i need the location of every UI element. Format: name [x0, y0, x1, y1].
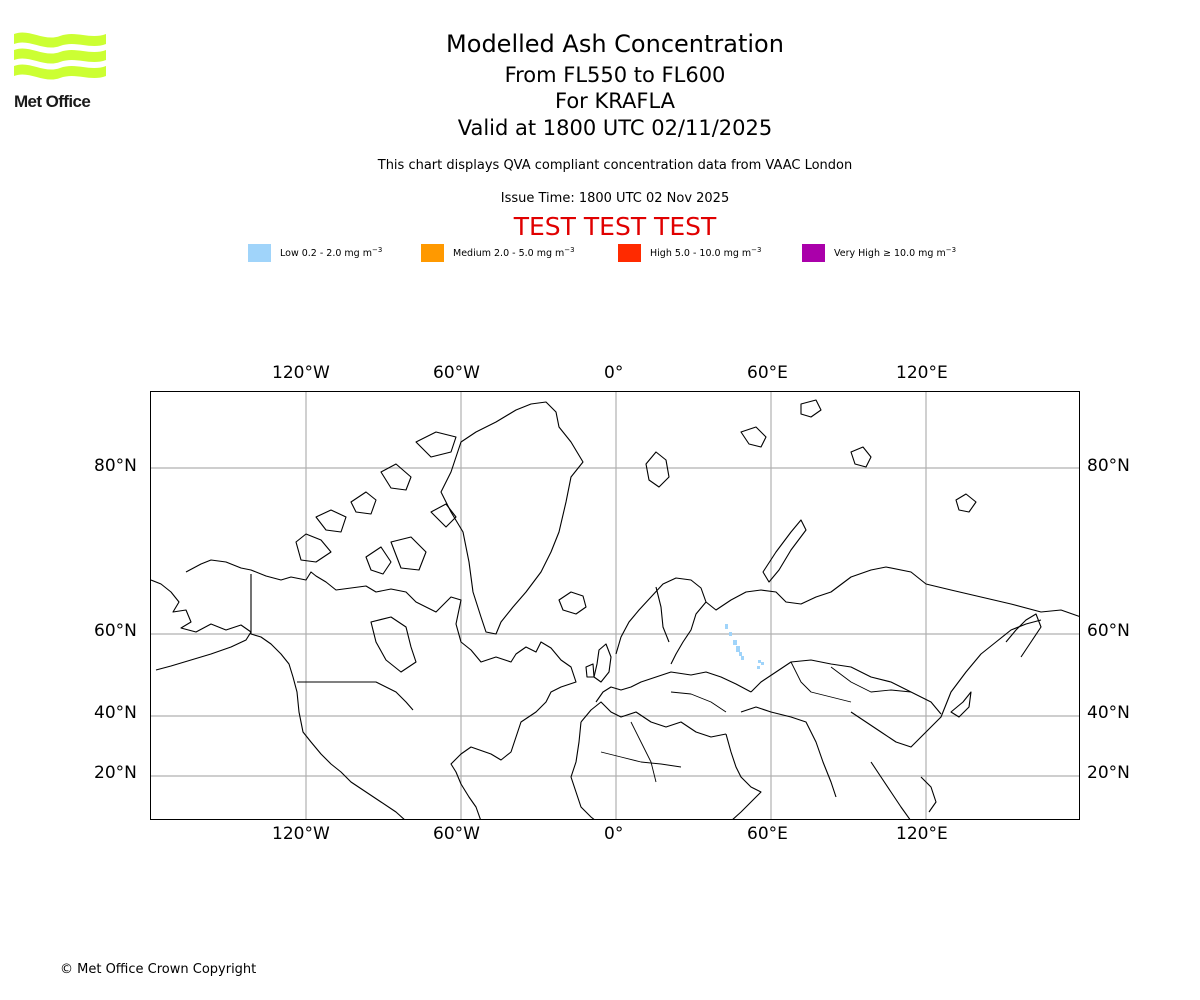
lon-label-bottom-120e: 120°E [896, 824, 948, 844]
legend-label-low: Low 0.2 - 2.0 mg m−3 [280, 246, 383, 260]
lon-label-bottom-120w: 120°W [272, 824, 330, 844]
legend-label-very-high: Very High ≥ 10.0 mg m−3 [834, 246, 957, 260]
valid-time: Valid at 1800 UTC 02/11/2025 [457, 116, 773, 140]
map-frame[interactable] [150, 391, 1080, 820]
lon-label-top-120e: 120°E [896, 363, 948, 383]
legend-swatch-medium [421, 244, 444, 262]
chart-title: Modelled Ash Concentration [446, 30, 784, 58]
copyright: © Met Office Crown Copyright [60, 962, 257, 977]
lat-label-left-60n: 60°N [94, 621, 137, 641]
lon-label-top-60w: 60°W [433, 363, 480, 383]
description: This chart displays QVA compliant concen… [377, 158, 853, 173]
logo-text: Met Office [14, 92, 91, 111]
gridlines [151, 392, 1079, 819]
lat-label-left-20n: 20°N [94, 763, 137, 783]
coastlines [151, 399, 1079, 819]
legend-swatch-very-high [802, 244, 825, 262]
lon-label-top-120w: 120°W [272, 363, 330, 383]
lon-label-bottom-60w: 60°W [433, 824, 480, 844]
lat-label-right-20n: 20°N [1087, 763, 1130, 783]
world-map [151, 392, 1079, 819]
lat-label-right-80n: 80°N [1087, 456, 1130, 476]
test-banner: TEST TEST TEST [513, 212, 717, 241]
flight-level: From FL550 to FL600 [504, 63, 726, 87]
lon-label-bottom-60e: 60°E [747, 824, 788, 844]
lat-label-left-40n: 40°N [94, 703, 137, 723]
legend-swatch-high [618, 244, 641, 262]
lon-label-top-60e: 60°E [747, 363, 788, 383]
waves-icon [14, 32, 106, 80]
lon-label-bottom-0: 0° [604, 824, 624, 844]
lat-label-right-40n: 40°N [1087, 703, 1130, 723]
lat-label-left-80n: 80°N [94, 456, 137, 476]
met-office-logo: Met Office [14, 30, 106, 112]
legend-swatch-low [248, 244, 271, 262]
lon-label-top-0: 0° [604, 363, 624, 383]
legend-label-medium: Medium 2.0 - 5.0 mg m−3 [453, 246, 575, 260]
legend-label-high: High 5.0 - 10.0 mg m−3 [650, 246, 762, 260]
lat-label-right-60n: 60°N [1087, 621, 1130, 641]
volcano-name: For KRAFLA [555, 89, 675, 113]
ash-patches-low [725, 624, 764, 669]
issue-time: Issue Time: 1800 UTC 02 Nov 2025 [500, 191, 730, 206]
